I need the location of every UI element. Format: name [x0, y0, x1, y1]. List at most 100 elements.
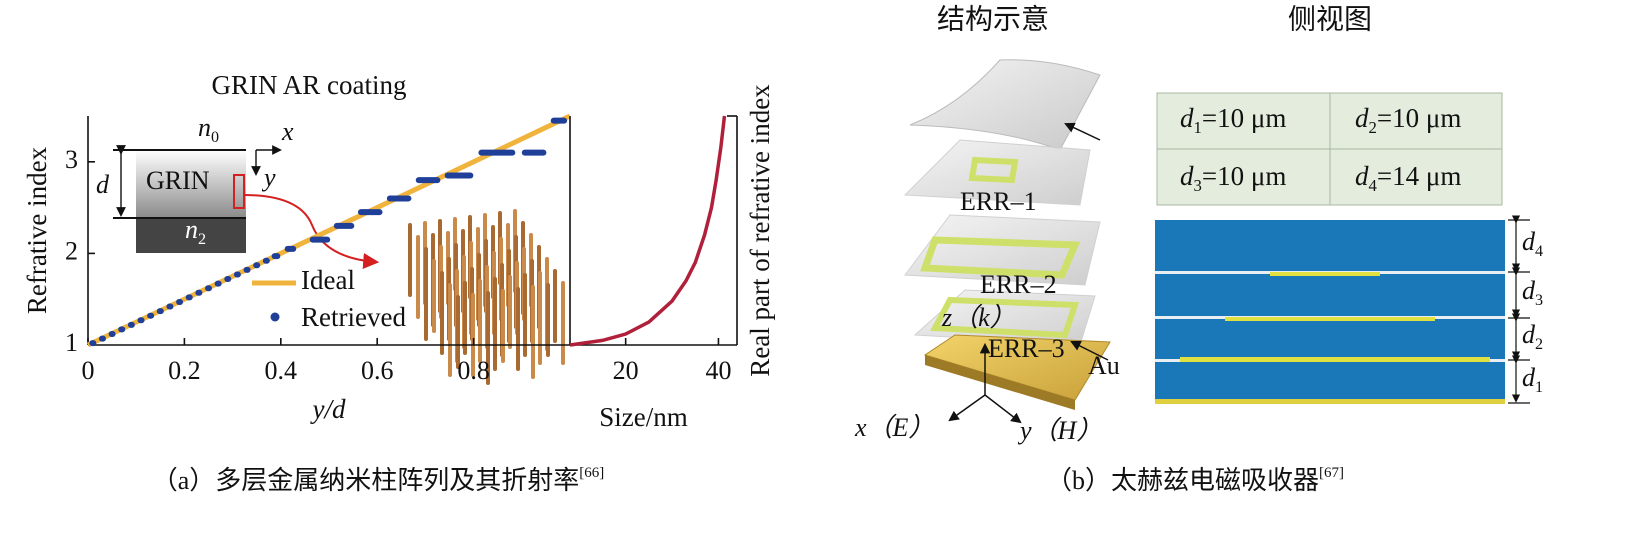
x-tick-label: 0.4: [265, 356, 298, 385]
ground-plane: [1155, 399, 1505, 404]
main-text: d: [1522, 276, 1536, 305]
inset-label: y: [261, 163, 276, 192]
retrieved-point: [253, 262, 261, 269]
table-cell: d4=14 μm: [1355, 161, 1461, 195]
layer-label: ERR–1: [960, 187, 1037, 216]
retrieved-point: [444, 172, 474, 179]
main-text: n: [185, 215, 198, 244]
layer-label: Au: [1088, 351, 1120, 380]
y-tick-label: 1: [65, 328, 78, 357]
dimension-label: d3: [1522, 276, 1543, 309]
caption-text: （b）太赫兹电磁吸收器: [1046, 466, 1319, 495]
retrieved-point: [550, 117, 568, 124]
caption: （a）多层金属纳米柱阵列及其折射率[66]: [152, 465, 605, 495]
x-tick-label: 0: [82, 356, 95, 385]
retrieved-point: [233, 271, 241, 278]
x-tick-label: 40: [705, 356, 731, 385]
inset-label: GRIN: [146, 166, 210, 195]
main-text: d: [1180, 103, 1194, 133]
table-cell: d3=10 μm: [1180, 161, 1286, 195]
retrieved-point: [127, 321, 135, 328]
main-text: d: [1355, 161, 1369, 191]
retrieved-point: [357, 209, 383, 216]
text: =10 μm: [1202, 103, 1286, 133]
retrieved-point: [185, 294, 193, 301]
retrieved-point: [98, 335, 106, 342]
dimension-label: d4: [1522, 227, 1543, 260]
caption-ref: [66]: [579, 465, 604, 481]
zoom-box: [233, 174, 245, 209]
cross-section: [1155, 220, 1505, 403]
inset-label: x: [281, 117, 294, 146]
subscript: 4: [1535, 243, 1543, 260]
x-tick-label: 20: [613, 356, 639, 385]
subscript: 3: [1194, 176, 1202, 195]
main-text: d: [1522, 320, 1536, 349]
pointer-arrow: [1064, 122, 1101, 141]
y-axis-label: Refrative index: [22, 146, 52, 314]
retrieved-point: [176, 298, 184, 305]
resonator-strip: [1225, 317, 1435, 321]
text: =10 μm: [1202, 161, 1286, 191]
subscript: 2: [1369, 118, 1377, 137]
caption-ref: [67]: [1319, 465, 1344, 481]
main-text: d: [1522, 227, 1536, 256]
text: =10 μm: [1377, 103, 1461, 133]
substrate: [136, 218, 246, 253]
chart-title: GRIN AR coating: [212, 70, 407, 100]
subscript: 2: [1535, 336, 1543, 353]
resonator-strip: [1270, 272, 1380, 276]
main-text: d: [1355, 103, 1369, 133]
subscript: 2: [198, 231, 206, 248]
retrieved-point: [386, 195, 412, 202]
diagram-title: 结构示意: [937, 3, 1049, 35]
retrieved-point: [108, 331, 116, 338]
dimension-label: d2: [1522, 320, 1543, 353]
dimension-lines: [1508, 215, 1530, 404]
retrieved-point: [415, 177, 441, 184]
layer-label: ERR–2: [980, 270, 1057, 299]
retrieved-point: [89, 340, 97, 347]
retrieved-point: [156, 308, 164, 315]
retrieved-point: [118, 326, 126, 333]
dimension-label: d1: [1522, 363, 1543, 396]
x-tick-label: 0.6: [361, 356, 394, 385]
legend-label: Retrieved: [301, 302, 406, 332]
retrieved-point: [166, 303, 174, 310]
subscript: 1: [1535, 379, 1543, 396]
x-axis-label: y/d: [310, 394, 346, 424]
side-view: [1155, 92, 1530, 404]
err1-sheet: [903, 139, 1091, 206]
retrieved-point: [205, 285, 212, 292]
grin-layer: [136, 150, 246, 218]
caption: （b）太赫兹电磁吸收器[67]: [1046, 465, 1344, 495]
x-tick-label: 0.2: [168, 356, 201, 385]
axis-label: z（k）: [941, 303, 1016, 332]
subscript: 3: [1535, 292, 1543, 309]
retrieved-point: [224, 276, 232, 283]
grin-inset: [113, 145, 380, 269]
retrieved-point: [262, 257, 270, 264]
retrieved-point: [137, 317, 145, 324]
retrieved-point: [478, 149, 516, 156]
layer-label: ERR–3: [988, 334, 1065, 363]
retrieved-point: [214, 280, 222, 287]
main-text: d: [1522, 363, 1536, 392]
inset-label: d: [96, 170, 110, 199]
axis-label: y（H）: [1017, 416, 1102, 445]
retrieved-point: [195, 289, 203, 296]
subscript: 0: [211, 129, 219, 146]
top-sheet: [909, 59, 1101, 151]
retrieved-point: [521, 149, 547, 156]
legend-label: Ideal: [301, 265, 355, 295]
resonator-strip: [1180, 357, 1490, 362]
retrieved-point: [309, 236, 331, 243]
axis-arrow: [984, 394, 1022, 424]
table-cell: d1=10 μm: [1180, 103, 1286, 137]
y-tick-label: 2: [65, 236, 78, 265]
err3-resonator: [930, 296, 1080, 339]
au-edge: [925, 355, 1075, 410]
retrieved-point: [147, 312, 155, 319]
legend-marker: [270, 312, 280, 322]
